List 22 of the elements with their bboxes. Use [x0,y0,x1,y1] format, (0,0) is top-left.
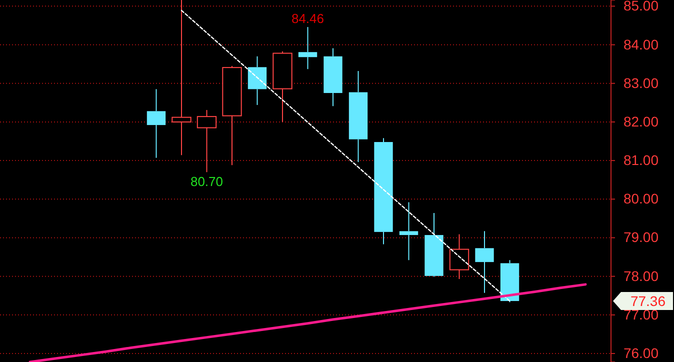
candlestick [475,230,494,294]
candlestick [348,70,368,163]
line-series [28,283,587,362]
y-tick-label: 78.00 [623,268,659,284]
y-tick-label: 84.00 [623,36,659,52]
y-tick-label: 80.00 [623,190,659,207]
candlestick [324,48,342,107]
y-tick-label: 85.00 [623,0,659,14]
y-tick-label: 83.00 [623,74,659,91]
annotation: 84.46 [291,11,324,26]
y-tick-label: 82.00 [623,113,659,130]
candlestick [399,202,418,261]
candlestick [146,88,166,158]
y-tick-label: 79.00 [623,229,659,246]
y-tick-label: 76.00 [623,344,659,361]
candlestick [298,26,318,70]
candlestick [374,138,393,245]
y-tick-label: 81.00 [623,152,659,168]
candlestick [196,109,217,173]
candlestick [449,234,470,280]
annotation: 80.70 [190,174,224,190]
candlestick [248,56,267,106]
